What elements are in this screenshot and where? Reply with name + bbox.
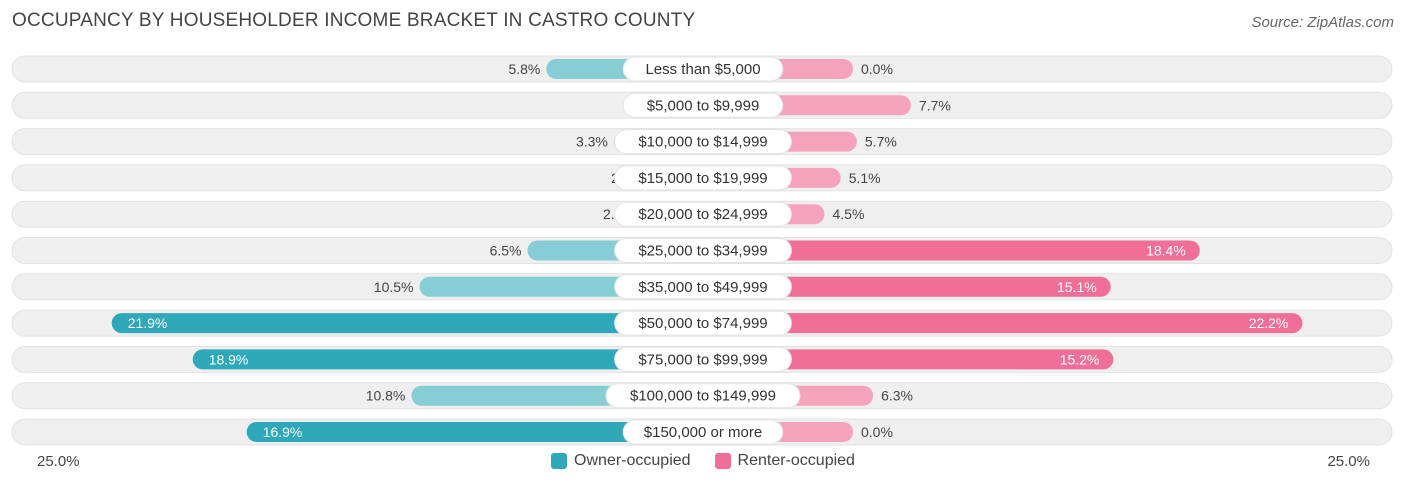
category-pill bbox=[614, 201, 792, 227]
owner-value-label: 21.9% bbox=[128, 315, 168, 331]
diverging-bar-chart: 5.8%0.0%Less than $5,0001.0%7.7%$5,000 t… bbox=[11, 55, 1393, 446]
renter-swatch bbox=[714, 453, 731, 469]
category-label: $20,000 to $24,999 bbox=[638, 206, 767, 223]
renter-value-label: 22.2% bbox=[1249, 315, 1289, 331]
renter-value-label: 15.1% bbox=[1057, 279, 1097, 295]
axis-left-label: 25.0% bbox=[37, 453, 80, 470]
category-pill bbox=[622, 56, 784, 82]
renter-value-label: 15.2% bbox=[1060, 351, 1100, 367]
renter-value-label: 6.3% bbox=[881, 388, 913, 404]
category-pill bbox=[614, 165, 792, 191]
legend: Owner-occupied Renter-occupied bbox=[0, 452, 1406, 470]
renter-value-label: 5.7% bbox=[865, 134, 897, 150]
renter-value-label: 0.0% bbox=[861, 61, 893, 77]
category-label: $50,000 to $74,999 bbox=[638, 315, 767, 332]
category-pill bbox=[605, 383, 801, 409]
owner-value-label: 10.8% bbox=[366, 388, 406, 404]
chart-title: OCCUPANCY BY HOUSEHOLDER INCOME BRACKET … bbox=[12, 10, 696, 31]
renter-value-label: 0.0% bbox=[861, 424, 893, 440]
category-label: $15,000 to $19,999 bbox=[638, 170, 767, 187]
category-label: $100,000 to $149,999 bbox=[630, 388, 776, 405]
owner-value-label: 5.8% bbox=[508, 61, 540, 77]
legend-renter-label: Renter-occupied bbox=[737, 452, 855, 469]
category-pill bbox=[614, 129, 792, 155]
category-label: $35,000 to $49,999 bbox=[638, 279, 767, 296]
owner-value-label: 6.5% bbox=[490, 243, 522, 259]
owner-value-label: 16.9% bbox=[263, 424, 303, 440]
renter-bar bbox=[691, 240, 1200, 261]
legend-owner-label: Owner-occupied bbox=[574, 452, 691, 469]
owner-swatch bbox=[551, 453, 568, 469]
renter-value-label: 7.7% bbox=[919, 97, 951, 113]
owner-value-label: 18.9% bbox=[209, 351, 249, 367]
renter-value-label: 5.1% bbox=[849, 170, 881, 186]
category-pill bbox=[614, 346, 792, 372]
category-label: $75,000 to $99,999 bbox=[638, 351, 767, 368]
category-label: $10,000 to $14,999 bbox=[638, 134, 767, 151]
category-label: Less than $5,000 bbox=[645, 61, 760, 78]
category-label: $5,000 to $9,999 bbox=[647, 97, 760, 114]
renter-bar bbox=[691, 276, 1111, 297]
owner-bar bbox=[111, 313, 715, 334]
owner-bar bbox=[246, 422, 715, 442]
legend-item-owner[interactable]: Owner-occupied bbox=[551, 452, 691, 470]
renter-value-label: 4.5% bbox=[833, 206, 865, 222]
axis-right-label: 25.0% bbox=[1327, 453, 1370, 470]
category-pill bbox=[614, 274, 792, 300]
owner-bar bbox=[192, 349, 715, 370]
renter-value-label: 18.4% bbox=[1146, 243, 1186, 259]
category-pill bbox=[614, 310, 792, 336]
renter-bar bbox=[691, 349, 1114, 370]
owner-value-label: 10.5% bbox=[374, 279, 414, 295]
source-credit: Source: ZipAtlas.com bbox=[1251, 14, 1394, 31]
category-pill bbox=[622, 92, 784, 118]
category-label: $25,000 to $34,999 bbox=[638, 243, 767, 260]
category-pill bbox=[614, 238, 792, 263]
owner-value-label: 3.3% bbox=[576, 134, 608, 150]
legend-item-renter[interactable]: Renter-occupied bbox=[714, 452, 855, 470]
renter-bar bbox=[691, 313, 1303, 334]
category-pill bbox=[622, 419, 784, 445]
category-label: $150,000 or more bbox=[644, 424, 762, 441]
